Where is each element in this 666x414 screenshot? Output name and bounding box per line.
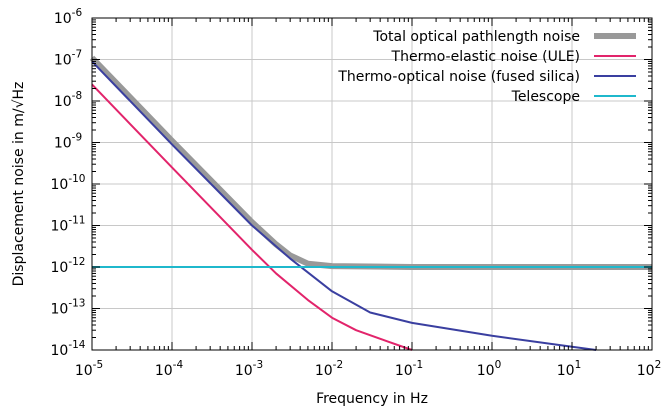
y-tick-label-base: 10 bbox=[54, 53, 72, 69]
x-tick-label-exp: -3 bbox=[253, 359, 263, 371]
y-tick-label-base: 10 bbox=[51, 302, 69, 318]
x-tick-label-base: 10 bbox=[637, 363, 655, 379]
x-tick-label: 10-5 bbox=[75, 359, 103, 379]
y-tick-label-base: 10 bbox=[54, 11, 72, 27]
x-tick-label-exp: -5 bbox=[93, 359, 103, 371]
legend-label-3: Thermo-optical noise (fused silica) bbox=[337, 69, 580, 85]
y-tick-label: 10-14 bbox=[51, 339, 86, 359]
x-tick-label: 102 bbox=[637, 359, 662, 379]
legend-label-1: Total optical pathlength noise bbox=[372, 29, 580, 45]
y-tick-label: 10-11 bbox=[51, 215, 86, 235]
x-tick-label-exp: -4 bbox=[173, 359, 184, 371]
x-tick-label: 100 bbox=[477, 359, 502, 379]
y-tick-label-exp: -7 bbox=[72, 49, 82, 61]
x-tick-label-base: 10 bbox=[155, 363, 173, 379]
y-tick-label-exp: -13 bbox=[68, 298, 85, 310]
tick-labels: 10-5 10-4 10-3 10-2 10-1 100 101 10210-1410-131… bbox=[51, 7, 662, 379]
y-tick-label-exp: -11 bbox=[68, 215, 85, 227]
x-tick-label: 10-4 bbox=[155, 359, 184, 379]
y-tick-label-base: 10 bbox=[51, 177, 69, 193]
legend-label-2: Thermo-elastic noise (ULE) bbox=[391, 49, 580, 65]
y-axis-label: Displacement noise in m/√Hz bbox=[11, 82, 27, 287]
series-layer bbox=[89, 55, 652, 351]
y-tick-label-exp: -12 bbox=[68, 256, 85, 268]
ticks bbox=[91, 17, 653, 351]
x-tick-label-base: 10 bbox=[477, 363, 495, 379]
x-tick-label-exp: -2 bbox=[333, 359, 343, 371]
x-tick-label-exp: -1 bbox=[413, 359, 423, 371]
x-tick-label-exp: 0 bbox=[495, 359, 502, 371]
y-tick-label: 10-12 bbox=[51, 256, 86, 276]
y-tick-label: 10-13 bbox=[51, 298, 86, 318]
x-tick-label: 10-2 bbox=[315, 359, 343, 379]
legend: Total optical pathlength noise Thermo-ela… bbox=[337, 29, 636, 105]
legend-label-4: Telescope bbox=[511, 89, 580, 105]
x-tick-label-base: 10 bbox=[395, 363, 413, 379]
grid bbox=[92, 18, 652, 350]
y-tick-label-base: 10 bbox=[54, 136, 72, 152]
y-tick-label-base: 10 bbox=[51, 260, 69, 276]
y-tick-label-exp: -6 bbox=[72, 7, 83, 19]
x-axis-label: Frequency in Hz bbox=[316, 391, 428, 407]
x-tick-label-base: 10 bbox=[235, 363, 253, 379]
y-tick-label: 10-10 bbox=[51, 173, 86, 193]
series-line-3 bbox=[91, 60, 597, 351]
y-tick-label: 10-8 bbox=[54, 90, 82, 110]
y-tick-label-exp: -9 bbox=[72, 132, 82, 144]
x-tick-label: 10-1 bbox=[395, 359, 423, 379]
series-line-2 bbox=[91, 83, 413, 351]
y-tick-label-exp: -14 bbox=[68, 339, 85, 351]
x-tick-label-base: 10 bbox=[557, 363, 575, 379]
x-tick-label: 10-3 bbox=[235, 359, 263, 379]
y-tick-label-base: 10 bbox=[54, 94, 72, 110]
x-tick-label: 101 bbox=[557, 359, 582, 379]
x-tick-label-exp: 2 bbox=[655, 359, 662, 371]
y-tick-label: 10-6 bbox=[54, 7, 83, 27]
y-tick-label-base: 10 bbox=[51, 219, 69, 235]
y-tick-label-exp: -8 bbox=[72, 90, 82, 102]
x-tick-label-base: 10 bbox=[315, 363, 333, 379]
y-tick-label: 10-9 bbox=[54, 132, 82, 152]
x-tick-label-exp: 1 bbox=[575, 359, 582, 371]
y-tick-label: 10-7 bbox=[54, 49, 82, 69]
y-tick-label-exp: -10 bbox=[68, 173, 85, 185]
y-tick-label-base: 10 bbox=[51, 343, 69, 359]
x-tick-label-base: 10 bbox=[75, 363, 93, 379]
